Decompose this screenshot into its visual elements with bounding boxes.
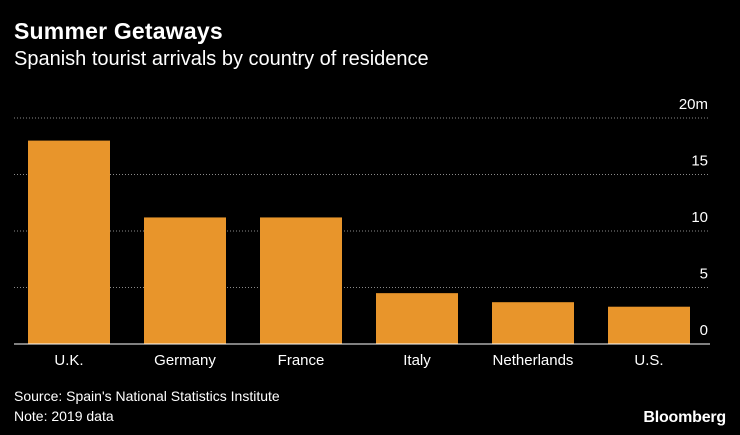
chart-title: Summer Getaways [14,18,223,44]
bar [608,306,690,344]
x-tick-label: Germany [154,352,216,369]
bar [260,217,342,344]
bar [376,293,458,344]
y-tick-label: 10 [691,209,708,226]
bar [492,302,574,344]
y-tick-label: 20m [679,96,708,113]
y-tick-label: 5 [700,266,708,283]
x-tick-label: Italy [403,352,431,369]
y-tick-label: 15 [691,153,708,170]
x-tick-label: U.S. [634,352,663,369]
bar [28,140,110,344]
y-tick-label: 0 [700,322,708,339]
x-tick-label: Netherlands [493,352,574,369]
x-tick-label: France [278,352,325,369]
bar [144,217,226,344]
brand-logo: Bloomberg [643,409,726,426]
chart-subtitle: Spanish tourist arrivals by country of r… [14,48,429,70]
x-tick-label: U.K. [54,352,83,369]
data-note: Note: 2019 data [14,408,114,424]
source-note: Source: Spain's National Statistics Inst… [14,388,280,404]
chart-footer: Source: Spain's National Statistics Inst… [14,386,280,426]
